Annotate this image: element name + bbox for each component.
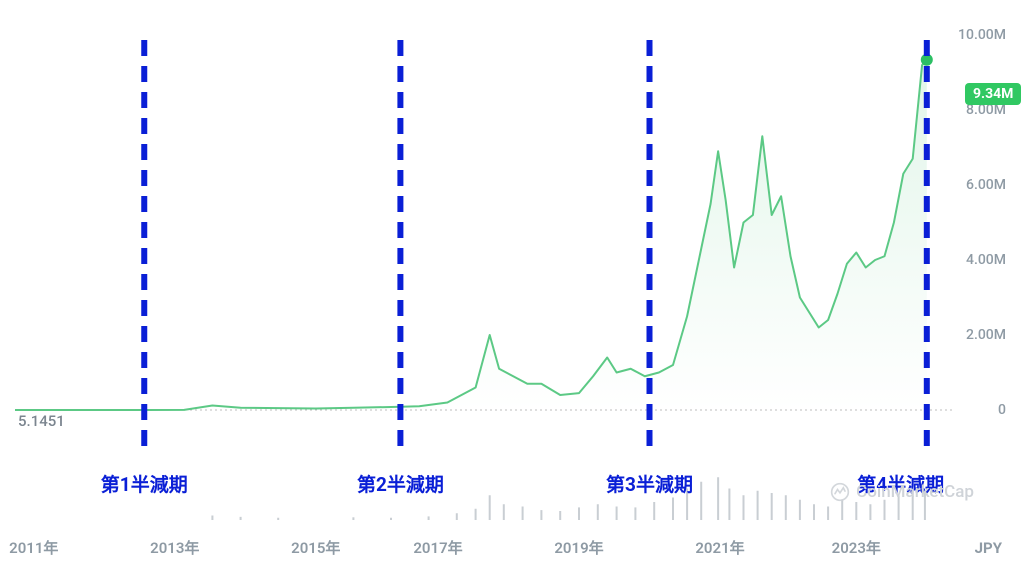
y-tick-label: 6.00M	[966, 177, 1006, 193]
y-tick-label: 4.00M	[966, 252, 1006, 268]
start-price-label: 5.1451	[18, 412, 65, 430]
y-tick-label: 10.00M	[958, 27, 1006, 43]
x-tick-label: 2023年	[832, 537, 881, 558]
current-price-badge: 9.34M	[965, 83, 1021, 105]
y-tick-label: 2.00M	[966, 327, 1006, 343]
x-tick-label: 2015年	[291, 537, 340, 558]
halving-label: 第2半減期	[357, 470, 444, 497]
halving-label: 第3半減期	[606, 470, 693, 497]
currency-label: JPY	[975, 539, 1002, 557]
x-tick-label: 2011年	[9, 537, 58, 558]
x-tick-label: 2013年	[150, 537, 199, 558]
x-axis-labels: 2011年 2013年 2015年 2017年 2019年 2021年 2023年	[0, 537, 1024, 557]
x-tick-label: 2019年	[554, 537, 603, 558]
x-tick-label: 2017年	[413, 537, 462, 558]
price-chart: 02.00M4.00M6.00M8.00M10.00M 2011年2013年20…	[0, 0, 1024, 565]
halving-label: 第4半減期	[857, 470, 944, 497]
y-tick-label: 0	[998, 402, 1006, 418]
halving-label: 第1半減期	[101, 470, 188, 497]
x-tick-label: 2021年	[695, 537, 744, 558]
